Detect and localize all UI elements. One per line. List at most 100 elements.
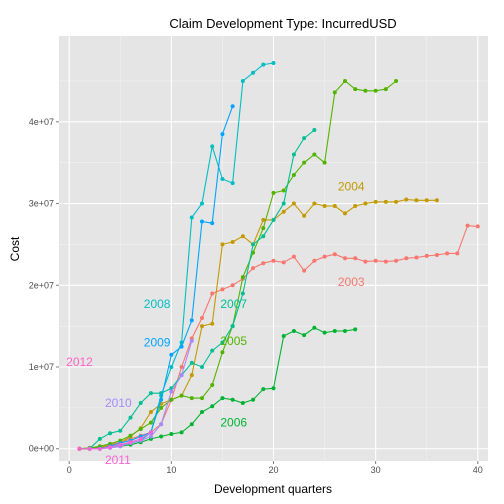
data-point-2003 — [373, 258, 378, 263]
data-point-2004 — [343, 211, 347, 216]
data-point-2003 — [322, 254, 327, 259]
data-point-2006 — [261, 387, 266, 392]
data-point-2005 — [322, 160, 327, 165]
data-point-2006 — [302, 333, 307, 338]
data-point-2005 — [138, 427, 143, 432]
data-point-2006 — [251, 397, 256, 402]
data-point-2004 — [404, 197, 409, 202]
data-point-2006 — [200, 409, 204, 414]
data-point-2006 — [281, 333, 286, 338]
series-2012 — [77, 446, 82, 451]
data-point-2003 — [394, 258, 399, 263]
data-point-2010 — [169, 389, 174, 394]
x-tick-label: 30 — [371, 465, 381, 475]
data-point-2003 — [445, 251, 450, 256]
data-point-2009 — [179, 344, 184, 349]
series-label-2008: 2008 — [144, 297, 171, 311]
y-tick-label: 3e+07 — [29, 199, 54, 209]
data-point-2004 — [291, 201, 296, 206]
data-point-2009 — [220, 132, 225, 137]
data-point-2003 — [261, 261, 266, 266]
series-line-2005 — [79, 80, 397, 450]
data-point-2004 — [220, 242, 225, 247]
data-point-2005 — [261, 226, 266, 231]
y-tick-label: 1e+07 — [29, 362, 54, 372]
data-point-2012 — [77, 446, 82, 451]
data-point-2005 — [343, 78, 347, 83]
data-point-2005 — [210, 382, 215, 387]
series-label-2010: 2010 — [105, 396, 132, 410]
data-point-2004 — [312, 201, 317, 206]
data-point-2003 — [383, 259, 388, 264]
data-point-2005 — [128, 433, 133, 438]
data-point-2006 — [343, 329, 347, 334]
data-point-2007 — [261, 234, 266, 239]
y-tick-label: 4e+07 — [29, 117, 54, 127]
data-point-2007 — [271, 217, 276, 222]
data-point-2004 — [332, 204, 337, 208]
data-point-2005 — [394, 78, 399, 83]
data-point-2005 — [200, 396, 204, 401]
data-point-2006 — [230, 397, 235, 402]
data-point-2003 — [404, 256, 409, 261]
data-point-2003 — [251, 266, 256, 271]
data-point-2003 — [210, 291, 215, 296]
data-point-2004 — [189, 373, 194, 378]
series-lines — [77, 60, 480, 451]
data-point-2004 — [414, 198, 419, 203]
data-point-2008 — [251, 70, 256, 75]
data-point-2003 — [312, 258, 317, 263]
data-point-2009 — [210, 221, 215, 226]
data-point-2003 — [220, 287, 225, 292]
data-point-2004 — [240, 234, 245, 239]
data-point-2004 — [210, 321, 215, 326]
data-point-2005 — [159, 405, 164, 410]
x-tick-label: 10 — [166, 465, 176, 475]
data-point-2008 — [189, 215, 194, 220]
data-point-2009 — [189, 318, 194, 323]
y-axis-title: Cost — [8, 236, 22, 261]
data-point-2007 — [240, 291, 245, 296]
data-point-2007 — [118, 428, 123, 433]
data-point-2004 — [261, 217, 266, 222]
data-point-2008 — [271, 60, 276, 65]
data-point-2007 — [138, 400, 143, 405]
data-point-2005 — [373, 88, 378, 93]
data-point-2003 — [230, 283, 235, 288]
x-tick-label: 20 — [268, 465, 278, 475]
data-point-2009 — [200, 219, 204, 224]
data-point-2008 — [230, 181, 235, 186]
data-point-2007 — [189, 360, 194, 365]
data-point-2005 — [240, 275, 245, 280]
data-point-2005 — [189, 396, 194, 401]
data-point-2003 — [465, 223, 470, 228]
data-point-2005 — [281, 188, 286, 193]
data-point-2003 — [200, 315, 204, 320]
data-point-2007 — [200, 365, 204, 370]
data-point-2007 — [291, 152, 296, 157]
data-point-2008 — [220, 177, 225, 182]
data-point-2005 — [148, 420, 153, 425]
data-point-2006 — [312, 325, 317, 330]
data-point-2005 — [353, 87, 358, 92]
series-2011 — [77, 430, 153, 451]
series-label-2011: 2011 — [105, 453, 131, 467]
data-point-2006 — [189, 422, 194, 427]
data-point-2011 — [108, 445, 113, 450]
data-point-2004 — [424, 198, 429, 203]
data-point-2004 — [148, 409, 153, 414]
data-point-2006 — [169, 432, 174, 437]
data-point-2004 — [281, 209, 286, 214]
data-point-2004 — [383, 199, 388, 204]
series-label-2006: 2006 — [220, 416, 247, 430]
x-tick-label: 0 — [67, 465, 72, 475]
data-point-2006 — [179, 430, 184, 435]
data-point-2011 — [138, 436, 143, 441]
data-point-2010 — [159, 422, 164, 427]
series-label-2004: 2004 — [338, 179, 365, 193]
x-axis: 0 10 20 30 40 — [67, 461, 483, 475]
data-point-2007 — [230, 324, 235, 329]
data-point-2003 — [332, 252, 337, 257]
data-point-2004 — [322, 204, 327, 208]
